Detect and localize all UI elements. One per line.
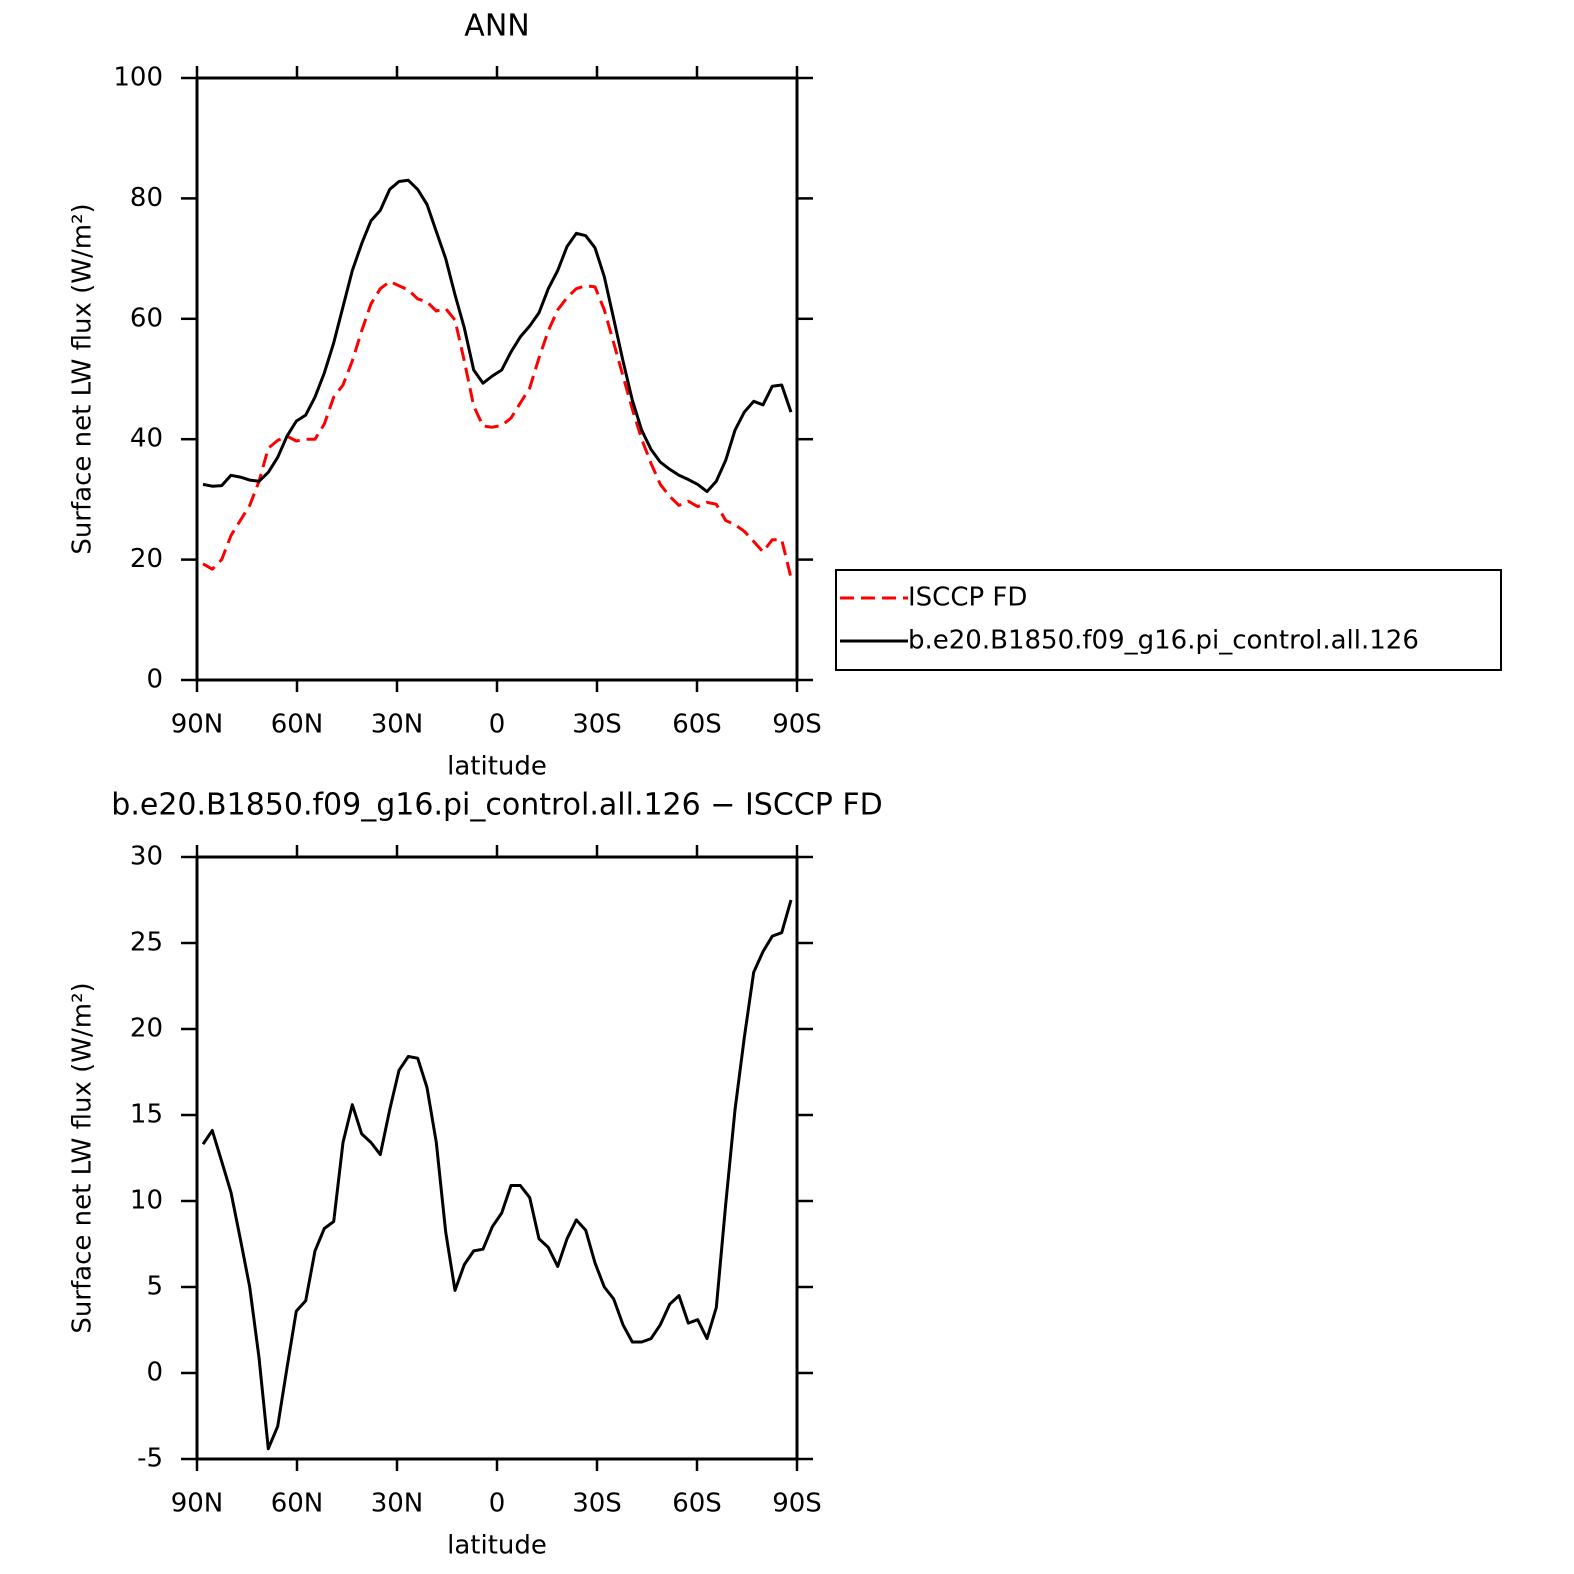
x-tick-label: 60N — [271, 710, 324, 740]
y-tick-label: 20 — [130, 544, 163, 574]
x-tick-label: 60S — [672, 1489, 722, 1519]
x-tick-label: 30S — [572, 710, 622, 740]
y-tick-label: 0 — [146, 665, 163, 695]
x-tick-label: 30S — [572, 1489, 622, 1519]
x-axis-label: latitude — [447, 752, 547, 782]
y-tick-label: 15 — [130, 1100, 163, 1130]
y-tick-label: 30 — [130, 842, 163, 872]
y-tick-label: -5 — [137, 1444, 163, 1474]
plot-frame — [195, 76, 799, 682]
y-tick-label: 5 — [146, 1272, 163, 1302]
x-tick-label: 30N — [371, 1489, 424, 1519]
x-tick-label: 90N — [171, 710, 224, 740]
x-tick-label: 90S — [772, 710, 822, 740]
y-tick-label: 80 — [130, 183, 163, 213]
data-line — [201, 899, 793, 1451]
x-tick-label: 60S — [672, 710, 722, 740]
chart-title: b.e20.B1850.f09_g16.pi_control.all.126 −… — [111, 788, 882, 823]
x-tick-label: 90S — [772, 1489, 822, 1519]
y-tick-label: 60 — [130, 303, 163, 333]
chart-title: ANN — [464, 9, 529, 44]
plot-frame — [195, 855, 799, 1461]
data-line — [202, 178, 793, 494]
legend-label: ISCCP FD — [908, 583, 1027, 613]
x-tick-label: 90N — [171, 1489, 224, 1519]
x-tick-label: 0 — [489, 1489, 506, 1519]
y-tick-label: 40 — [130, 424, 163, 454]
y-tick-label: 10 — [130, 1186, 163, 1216]
y-tick-label: 20 — [130, 1014, 163, 1044]
y-axis-label: Surface net LW flux (W/m²) — [68, 203, 98, 554]
x-tick-label: 60N — [271, 1489, 324, 1519]
legend-box — [835, 569, 1502, 671]
x-axis-label: latitude — [447, 1531, 547, 1561]
y-tick-label: 25 — [130, 928, 163, 958]
legend-label: b.e20.B1850.f09_g16.pi_control.all.126 — [908, 626, 1419, 656]
data-line — [202, 280, 793, 579]
y-tick-label: 0 — [146, 1358, 163, 1388]
y-tick-label: 100 — [113, 63, 163, 93]
y-axis-label: Surface net LW flux (W/m²) — [68, 982, 98, 1333]
x-tick-label: 0 — [489, 710, 506, 740]
x-tick-label: 30N — [371, 710, 424, 740]
